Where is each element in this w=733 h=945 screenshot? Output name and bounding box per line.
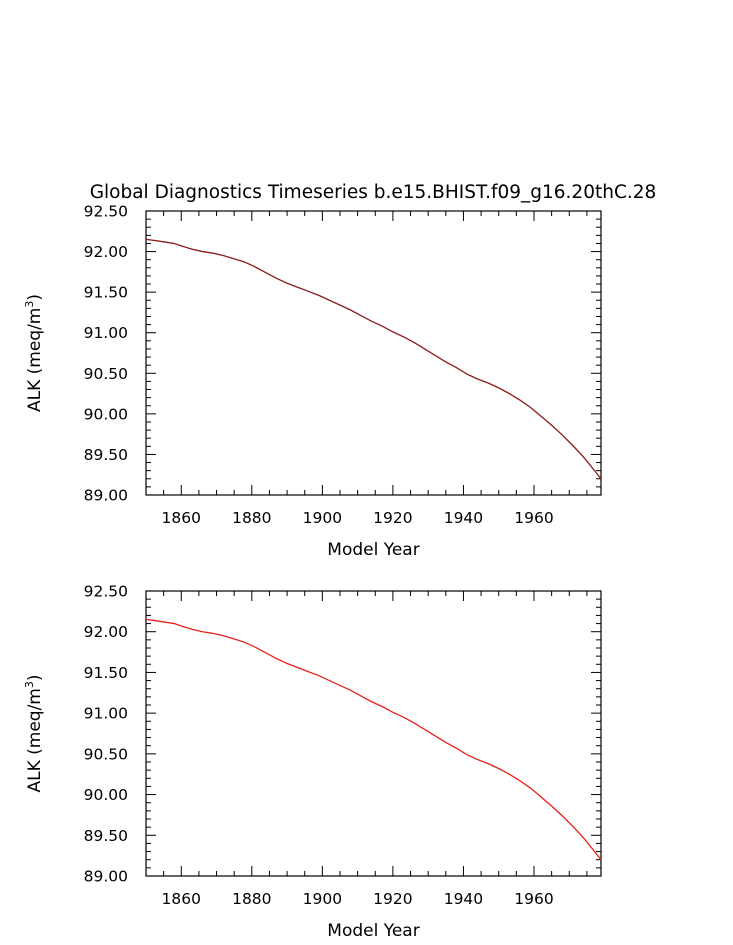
y-tick-label: 91.00 [84,705,128,723]
y-axis-label: ALK (meq/m3) [23,674,45,792]
y-axis-label: ALK (meq/m3) [23,294,45,412]
x-tick-label: 1940 [444,890,483,908]
y-tick-label: 92.50 [84,203,128,221]
plot-frame [145,590,602,877]
y-tick-label: 90.00 [84,786,128,804]
x-tick-label: 1960 [514,509,553,527]
plot-frame [145,210,602,496]
series-line [145,238,602,480]
x-tick-label: 1880 [232,509,271,527]
series-line [145,618,602,861]
y-tick-label: 90.00 [84,405,128,423]
y-tick-label: 90.50 [84,365,128,383]
y-tick-label: 91.00 [84,324,128,342]
x-tick-label: 1940 [444,509,483,527]
x-tick-label: 1860 [162,890,201,908]
y-tick-label: 91.50 [84,664,128,682]
x-axis-label: Model Year [327,921,419,941]
y-tick-label: 91.50 [84,284,128,302]
y-tick-label: 89.50 [84,446,128,464]
y-tick-label: 92.00 [84,243,128,261]
x-axis-label: Model Year [327,540,419,560]
plot-top: 1860 1880 1900 1920 1940 1960 89.00 89.50 90.00 9… [23,203,602,560]
x-tick-label: 1920 [373,509,412,527]
y-tick-label: 92.00 [84,623,128,641]
y-tick-label: 89.00 [84,868,128,886]
y-tick-label: 92.50 [84,583,128,601]
x-tick-label: 1900 [303,890,342,908]
y-tick-label: 89.50 [84,827,128,845]
x-tick-label: 1960 [514,890,553,908]
plot-bottom: 1860 1880 1900 1920 1940 1960 89.00 89.50 90.00 9… [23,583,602,941]
y-tick-label: 89.00 [84,487,128,505]
y-tick-label: 90.50 [84,745,128,763]
figure-title: Global Diagnostics Timeseries b.e15.BHIS… [90,182,657,203]
x-tick-label: 1920 [373,890,412,908]
x-tick-label: 1900 [303,509,342,527]
x-tick-label: 1860 [162,509,201,527]
x-tick-label: 1880 [232,890,271,908]
